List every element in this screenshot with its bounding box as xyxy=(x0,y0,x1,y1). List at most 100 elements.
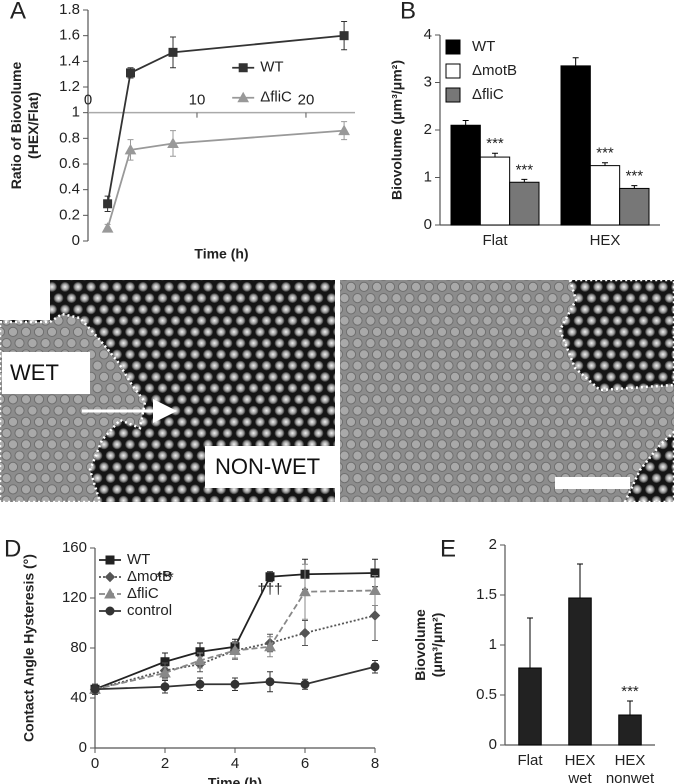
bar xyxy=(560,65,591,226)
legend-label: ΔmotB xyxy=(127,568,172,585)
wet-box xyxy=(2,352,90,394)
y-tick-label: 80 xyxy=(70,639,87,656)
annotation: *** xyxy=(516,161,534,178)
bar xyxy=(589,165,621,226)
panel-label: D xyxy=(4,535,21,562)
x-tick-label: 20 xyxy=(298,92,315,109)
y-axis-label: Contact Angle Hysteresis (°) xyxy=(21,554,37,742)
x-tick-label: 4 xyxy=(231,755,239,772)
bar xyxy=(518,667,542,746)
x-axis-label: Time (h) xyxy=(208,775,262,784)
legend-marker xyxy=(104,571,116,583)
legend-label: ΔmotB xyxy=(472,62,517,79)
bar xyxy=(450,124,481,226)
marker xyxy=(160,682,170,692)
marker xyxy=(299,585,311,597)
error-bar xyxy=(602,162,608,166)
legend-marker xyxy=(105,555,115,565)
y-tick-label: 2 xyxy=(489,536,497,553)
y-tick-label: 1.8 xyxy=(59,1,80,18)
x-tick-label: HEX xyxy=(590,232,621,249)
marker xyxy=(369,610,381,621)
legend-swatch xyxy=(445,63,461,79)
y-tick-label: 40 xyxy=(70,689,87,706)
x-tick-label: HEX wet xyxy=(565,752,596,784)
error-bar xyxy=(631,185,638,189)
scale-bar xyxy=(555,477,630,489)
marker xyxy=(300,679,310,689)
y-tick-label: 0 xyxy=(424,216,432,233)
y-tick-label: 1 xyxy=(424,168,432,185)
blank-corner xyxy=(0,280,50,320)
nonwet-box xyxy=(205,446,335,488)
marker xyxy=(230,679,240,689)
marker xyxy=(338,124,350,136)
y-tick-label: 0 xyxy=(79,739,87,756)
legend-marker xyxy=(237,91,250,103)
y-axis-label: Ratio of Biovolume xyxy=(8,62,24,190)
x-tick-label: 0 xyxy=(91,755,99,772)
y-tick-label: 1.2 xyxy=(59,78,80,95)
error-bar xyxy=(627,700,633,715)
legend-label: WT xyxy=(472,38,495,55)
bar xyxy=(619,187,650,226)
bar xyxy=(479,156,511,226)
marker xyxy=(194,654,206,665)
panel-label: A xyxy=(10,0,26,24)
legend-label: control xyxy=(127,602,172,619)
legend-marker xyxy=(238,63,248,73)
y-axis-label: Biovolume xyxy=(412,609,428,681)
error-bar xyxy=(462,120,469,126)
y-tick-label: 0 xyxy=(72,232,80,249)
error-bar xyxy=(577,563,583,598)
legend-label: WT xyxy=(260,59,283,76)
legend-label: ΔfliC xyxy=(260,89,292,106)
legend-marker xyxy=(105,606,115,616)
x-tick-label: 0 xyxy=(84,92,92,109)
x-tick-label-line: wet xyxy=(567,770,592,784)
y-tick-label: 0.4 xyxy=(59,181,80,198)
legend-label: ΔfliC xyxy=(472,86,504,103)
y-tick-label: 1 xyxy=(489,636,497,653)
error-bar xyxy=(572,57,579,66)
marker xyxy=(370,662,380,672)
marker xyxy=(124,143,137,155)
y-tick-label: 0.8 xyxy=(59,129,80,146)
panel-label: E xyxy=(440,535,456,562)
annotation: *** xyxy=(596,145,614,162)
y-tick-label: 0 xyxy=(489,736,497,753)
wet-label: WET xyxy=(10,360,59,385)
y-tick-label: 1.5 xyxy=(476,586,497,603)
y-axis-label: (HEX/Flat) xyxy=(25,92,41,159)
series-line xyxy=(106,34,345,204)
x-tick-label: Flat xyxy=(517,752,543,769)
marker xyxy=(167,137,179,148)
y-tick-label: 0.5 xyxy=(476,686,497,703)
marker xyxy=(299,627,311,639)
panel-c: C WET NON-WET xyxy=(0,278,674,504)
legend-marker xyxy=(104,587,116,599)
x-tick-label: 10 xyxy=(189,92,206,109)
bar xyxy=(568,597,592,746)
y-tick-label: 0.2 xyxy=(59,206,80,223)
legend-label: ΔfliC xyxy=(127,585,159,602)
annotation: *** xyxy=(621,683,639,700)
legend-swatch xyxy=(445,87,461,103)
panel-label: B xyxy=(400,0,416,24)
legend-label: WT xyxy=(127,551,150,568)
y-tick-label: 0.6 xyxy=(59,155,80,172)
marker xyxy=(101,222,114,233)
annotation: *** xyxy=(486,135,504,152)
series-line xyxy=(106,129,345,229)
nonwet-region xyxy=(623,430,674,504)
annotation: ††† xyxy=(257,581,282,598)
x-tick-label: Flat xyxy=(482,232,508,249)
marker xyxy=(195,679,205,689)
legend-swatch xyxy=(445,39,461,55)
annotation: *** xyxy=(626,168,644,185)
bar xyxy=(509,181,540,226)
x-tick-label-line: HEX xyxy=(615,752,646,769)
annotation: *** xyxy=(156,569,174,586)
